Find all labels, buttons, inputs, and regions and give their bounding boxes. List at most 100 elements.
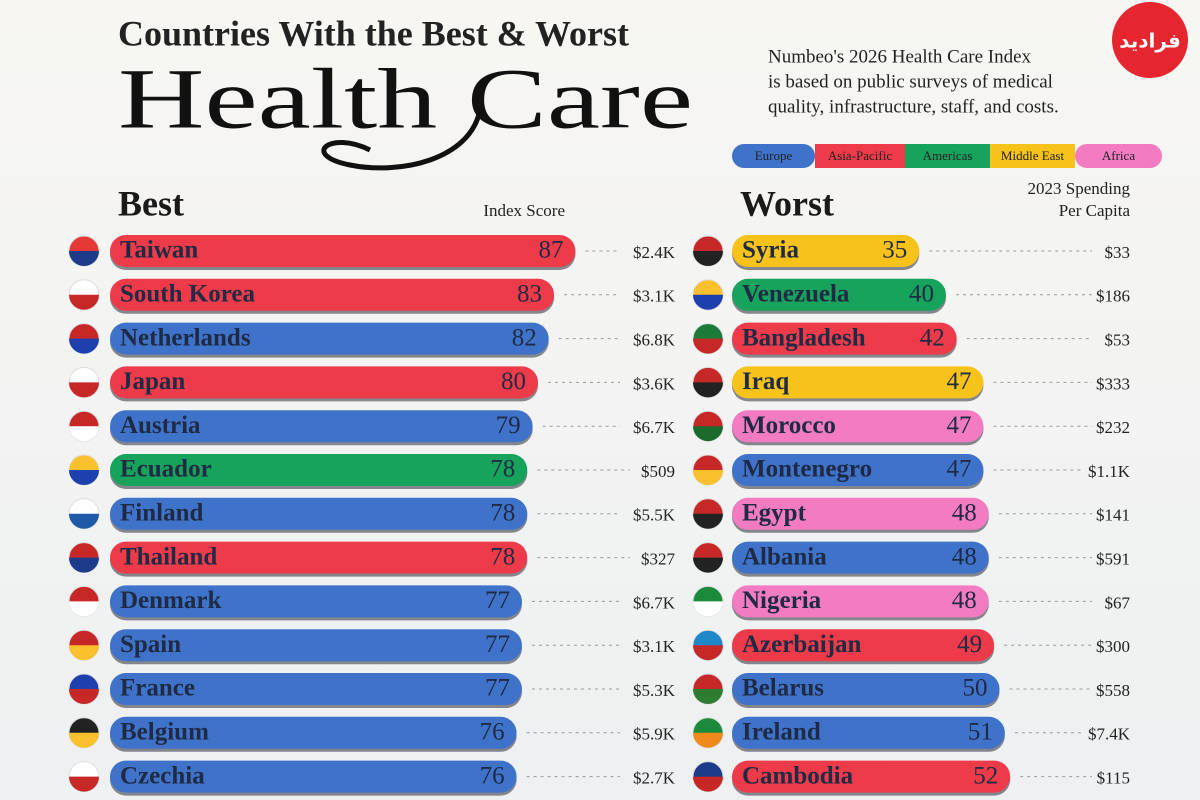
title: Countries With the Best & Worst <box>118 13 629 53</box>
spending-label: $115 <box>1097 769 1130 788</box>
country-label: Egypt <box>742 500 807 527</box>
spending-label: $1.1K <box>1088 462 1131 481</box>
flag <box>693 689 723 704</box>
spending-label: $33 <box>1105 243 1131 262</box>
country-label: Montenegro <box>742 456 872 483</box>
flag <box>693 294 723 310</box>
value-label: 50 <box>963 675 988 702</box>
value-label: 77 <box>485 675 510 702</box>
legend-swatch <box>732 144 815 168</box>
legend-label: Middle East <box>1001 148 1065 163</box>
spending-label: $558 <box>1096 681 1130 700</box>
bar <box>732 322 957 355</box>
country-label: Ireland <box>742 719 821 746</box>
spending-label: $2.7K <box>633 769 676 788</box>
section-title: Worst <box>740 183 834 223</box>
spending-label: $141 <box>1096 506 1130 525</box>
watermark-logo <box>1112 2 1188 78</box>
value-label: 77 <box>485 631 510 658</box>
spending-label: $6.8K <box>633 331 676 350</box>
value-label: 83 <box>517 281 542 308</box>
spending-label: $2.4K <box>633 243 676 262</box>
country-label: Japan <box>120 368 185 395</box>
flag <box>693 470 723 485</box>
spending-label: $5.5K <box>633 506 676 525</box>
country-label: Morocco <box>742 412 836 439</box>
flag <box>69 426 99 442</box>
flag <box>693 251 723 266</box>
charts: Best Index Score Taiwan 87 $2.4K South Korea 8… <box>68 179 1131 796</box>
spending-label: $3.1K <box>633 637 676 656</box>
value-label: 78 <box>490 456 515 483</box>
bar <box>110 673 522 705</box>
flag <box>693 513 723 529</box>
value-label: 80 <box>501 368 526 395</box>
bar <box>732 585 989 618</box>
legend-label: Americas <box>923 148 973 163</box>
bar <box>110 541 528 574</box>
value-label: 78 <box>490 500 515 527</box>
country-label: Spain <box>120 631 181 658</box>
value-label: 48 <box>952 543 977 570</box>
spending-title: 2023 Spending <box>1028 179 1131 198</box>
country-label: Netherlands <box>120 324 251 351</box>
country-label: Taiwan <box>120 237 198 264</box>
flag <box>69 294 99 310</box>
bar <box>732 541 989 574</box>
bar <box>732 673 1000 705</box>
legend-label: Europe <box>755 148 793 163</box>
flag <box>693 382 723 398</box>
bar <box>732 410 984 443</box>
bar <box>110 410 533 443</box>
watermark: فرادید <box>1119 29 1181 53</box>
legend-swatch <box>905 144 990 168</box>
bar <box>732 497 989 530</box>
country-label: Denmark <box>120 587 221 614</box>
country-label: Azerbaijan <box>742 631 862 658</box>
country-label: Austria <box>120 412 201 439</box>
bar <box>110 366 538 399</box>
spending-label: $186 <box>1096 287 1130 306</box>
flag <box>69 338 99 354</box>
description-line: is based on public surveys of medical <box>768 71 1053 92</box>
value-label: 42 <box>920 324 945 351</box>
spending-label: $7.4K <box>1088 725 1131 744</box>
bar <box>110 278 555 311</box>
flag <box>69 645 99 661</box>
spending-label: $3.1K <box>633 287 676 306</box>
spending-label: $67 <box>1105 593 1131 612</box>
bar <box>110 760 517 793</box>
country-label: France <box>120 675 195 702</box>
legend-swatch <box>1075 144 1162 168</box>
spending-label: $591 <box>1096 550 1130 569</box>
value-label: 51 <box>968 719 993 746</box>
country-label: Syria <box>742 237 799 264</box>
value-title: Index Score <box>483 201 565 220</box>
bar <box>732 716 1005 749</box>
value-label: 77 <box>485 587 510 614</box>
flag <box>693 338 723 354</box>
headline: Health Care <box>118 51 693 147</box>
bar <box>110 629 522 662</box>
flag <box>693 645 723 661</box>
spending-label: $3.6K <box>633 374 676 393</box>
flag <box>693 776 723 792</box>
value-label: 40 <box>909 281 934 308</box>
value-label: 87 <box>538 237 563 264</box>
value-label: 82 <box>512 324 537 351</box>
bar <box>732 278 946 311</box>
flag <box>69 382 99 398</box>
bar <box>110 497 528 530</box>
country-label: Venezuela <box>742 281 850 308</box>
flag <box>69 776 99 792</box>
flag <box>693 426 723 442</box>
value-label: 79 <box>496 412 521 439</box>
flag <box>69 251 99 266</box>
flag <box>69 557 99 573</box>
legend: Europe Asia-Pacific Americas Middle East Afr… <box>732 144 1162 168</box>
bar <box>110 454 528 486</box>
bar <box>110 716 517 749</box>
spending-label: $232 <box>1096 418 1130 437</box>
legend-label: Africa <box>1102 148 1135 163</box>
